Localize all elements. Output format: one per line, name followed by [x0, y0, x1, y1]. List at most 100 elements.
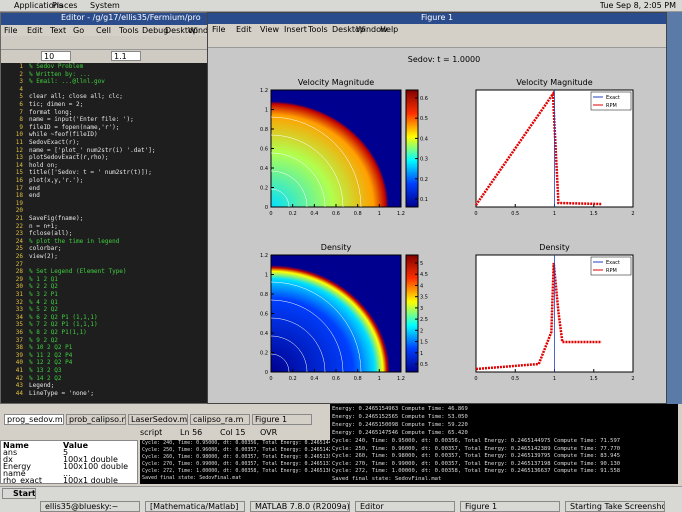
- x-tick-label: 1: [378, 376, 381, 382]
- legend-label: Exact: [606, 95, 620, 101]
- menu-item[interactable]: Go: [73, 26, 85, 35]
- tab[interactable]: calipso_ra.m: [190, 414, 250, 425]
- toolbar: [208, 35, 666, 48]
- menu-item[interactable]: Desktop: [165, 26, 198, 35]
- panel-menu[interactable]: Places: [52, 1, 78, 10]
- x-tick-label: 2: [631, 376, 634, 382]
- line-number: 23: [15, 230, 23, 238]
- menu-item[interactable]: Tools: [119, 26, 139, 35]
- workspace-cell: dx: [3, 455, 13, 464]
- menu-item[interactable]: Insert: [284, 25, 307, 34]
- line-number: 8: [19, 116, 23, 124]
- menu-item[interactable]: View: [260, 25, 279, 34]
- x-tick-label: 1.2: [397, 211, 405, 217]
- line-number: 38: [15, 344, 23, 352]
- code-line: % 3 2 P1: [29, 291, 58, 298]
- x-tick-label: 0: [269, 376, 272, 382]
- x-tick-label: 0.2: [289, 211, 297, 217]
- panel-menu[interactable]: System: [90, 1, 120, 10]
- menu-item[interactable]: Text: [50, 26, 67, 35]
- menu-item[interactable]: Tools: [308, 25, 328, 34]
- start-button[interactable]: Start: [2, 488, 36, 499]
- line-number: 5: [19, 93, 23, 101]
- code-line: tic; dimen = 2;: [29, 101, 84, 108]
- tab[interactable]: LaserSedov.m: [128, 414, 188, 425]
- terminal-line: Cycle: 272, Time: 1.00000, dt: 0.00358, …: [332, 468, 621, 474]
- task-button[interactable]: Editor: [355, 501, 455, 512]
- code-line: colorbar;: [29, 245, 62, 253]
- x-tick-label: 0.6: [332, 376, 340, 382]
- line-number: 17: [15, 184, 23, 192]
- code-line: % 2 2 Q2: [29, 283, 58, 291]
- command-line: Saved final state: SedovFinal.mat: [142, 475, 242, 481]
- task-button[interactable]: [Mathematica/Matlab]: [145, 501, 245, 512]
- menu-bar: File Edit View Insert Tools Desktop Window Help: [208, 24, 666, 35]
- line-number: 31: [15, 291, 23, 298]
- workspace-cell: ...: [63, 469, 71, 478]
- panel-menu[interactable]: Applications: [14, 1, 63, 10]
- code-line: end: [29, 184, 40, 192]
- y-tick-label: 0.2: [260, 351, 268, 357]
- cell-toolbar: 10 1.1: [1, 50, 211, 63]
- title-bar: Figure 1: [208, 13, 666, 24]
- terminal[interactable]: Energy: 0.2465154963 Compute Time: 46.86…: [330, 404, 678, 484]
- colorbar-tick-label: 0.4: [420, 136, 428, 142]
- code-line: SaveFig(fname);: [29, 215, 84, 222]
- code-area[interactable]: 1 % Sedov Problem 2 % Written by: ... 3 % Ema…: [1, 63, 211, 403]
- x-tick-label: 1.5: [590, 376, 598, 382]
- code-line: n = n+1;: [29, 222, 58, 230]
- tab[interactable]: Figure 1: [252, 414, 312, 425]
- menu-item[interactable]: Cell: [96, 26, 111, 35]
- contour: [270, 152, 326, 208]
- line-number: 1: [19, 63, 23, 70]
- menu-item[interactable]: Debug: [142, 26, 169, 35]
- line-number: 30: [15, 283, 23, 291]
- menu-item[interactable]: File: [4, 26, 18, 35]
- toolbar: [1, 36, 211, 50]
- line-number: 27: [15, 260, 23, 268]
- task-button[interactable]: Starting Take Screenshot: [565, 501, 665, 512]
- line-number: 40: [15, 359, 23, 367]
- x-tick-label: 0.6: [332, 211, 340, 217]
- code-line: name = input('Enter file: ');: [29, 116, 134, 124]
- menu-item[interactable]: Help: [380, 25, 399, 34]
- task-button[interactable]: MATLAB 7.8.0 (R2009a): [250, 501, 350, 512]
- workspace-cell: 100x1 double: [63, 455, 118, 464]
- menu-item[interactable]: Edit: [27, 26, 43, 35]
- line-number: 41: [15, 367, 23, 374]
- code-line: plotSedovExact(r,rho);: [29, 154, 109, 162]
- code-line: % 5 2 Q2: [29, 306, 58, 314]
- tab[interactable]: prog_sedov.m: [4, 414, 64, 425]
- colorbar-tick-label: 0.1: [420, 197, 428, 203]
- x-tick-label: 0.4: [310, 376, 318, 382]
- colorbar-tick-label: 1: [420, 351, 423, 357]
- code-line: fclose(all);: [29, 230, 73, 238]
- zoom-box[interactable]: 1.1: [111, 51, 141, 61]
- code-line: % 8 2 Q2 P1(1,1): [29, 329, 87, 336]
- task-button[interactable]: ellis35@bluesky:~: [40, 501, 140, 512]
- code-line: % 10 2 Q2 P1: [29, 344, 73, 352]
- menu-item[interactable]: Window: [356, 25, 388, 34]
- menu-item[interactable]: File: [212, 25, 226, 34]
- tab[interactable]: prob_calipso.m: [66, 414, 126, 425]
- menu-item[interactable]: Edit: [236, 25, 252, 34]
- code-line: % Set Legend (Element Type): [29, 268, 127, 276]
- x-tick-label: 0.2: [289, 376, 297, 382]
- code-line: % Written by: ...: [29, 70, 91, 78]
- code-line: % 6 2 Q2 P1 (1,1,1): [29, 313, 98, 321]
- terminal-line: Saved final state: SedovFinal.mat: [332, 475, 442, 482]
- line-number: 32: [15, 298, 23, 306]
- panel-title: Density: [539, 243, 570, 252]
- font-size-box[interactable]: 10: [41, 51, 71, 61]
- menu-item[interactable]: Desktop: [332, 25, 365, 34]
- x-tick-label: 0.8: [354, 376, 362, 382]
- menu-item[interactable]: Window: [188, 26, 211, 35]
- y-tick-label: 0.4: [260, 331, 268, 337]
- status-bar: script Ln 56 Col 15 OVR: [140, 428, 320, 438]
- x-tick-label: 0: [474, 376, 477, 382]
- command-window[interactable]: Cycle: 240, Time: 0.95000, dt: 0.00356, …: [140, 440, 340, 484]
- workspace-header: Name: [3, 441, 29, 450]
- task-button[interactable]: Figure 1: [460, 501, 560, 512]
- status-item: Col 15: [220, 428, 246, 437]
- code-line: while ~feof(fileID): [29, 131, 98, 139]
